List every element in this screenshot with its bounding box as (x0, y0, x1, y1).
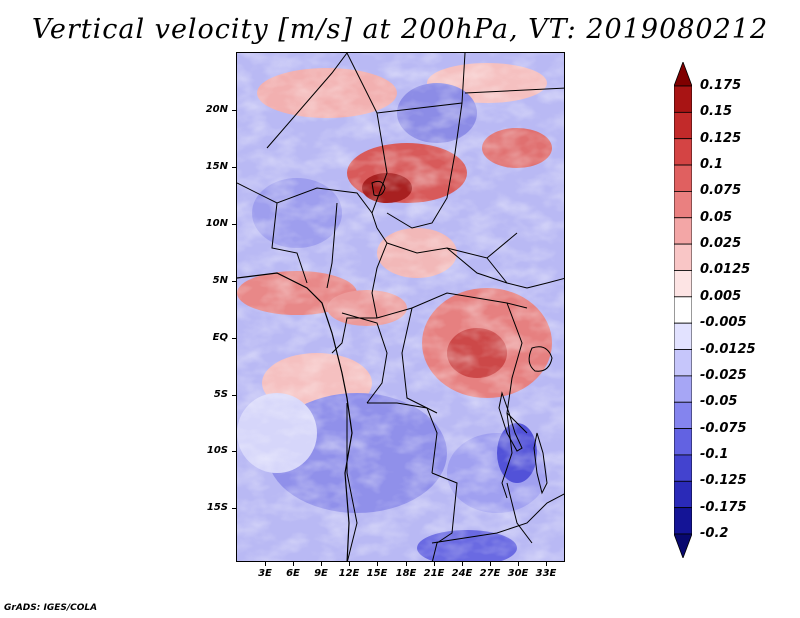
grads-credit: GrADS: IGES/COLA (4, 603, 98, 613)
colorbar-label: 0.0125 (700, 262, 751, 278)
colorbar-bin (674, 111, 692, 140)
lat-label: 15S (206, 502, 228, 513)
colorbar-bin (674, 138, 692, 166)
colorbar-label: -0.125 (700, 473, 747, 489)
lat-label: 10S (206, 445, 228, 456)
lon-label: 18E (395, 568, 417, 579)
colorbar-label: -0.025 (700, 367, 747, 383)
colorbar-label: 0.175 (700, 78, 742, 93)
colorbar-bin (674, 191, 692, 219)
lake-tanganyika (498, 391, 523, 452)
velocity-map (236, 52, 565, 562)
colorbar-label: 0.1 (700, 157, 724, 173)
lake-chad (371, 180, 386, 197)
colorbar (674, 62, 692, 558)
lat-label: 15N (205, 161, 228, 172)
colorbar-label: 0.025 (700, 236, 742, 252)
colorbar-label: 0.005 (700, 288, 742, 304)
colorbar-bin-top (674, 62, 692, 87)
colorbar-bin (674, 480, 692, 509)
colorbar-label: -0.005 (700, 315, 747, 331)
colorbar-bin (674, 401, 692, 429)
colorbar-label: 0.15 (700, 104, 733, 120)
lon-label: 27E (479, 568, 501, 579)
lake-victoria (528, 346, 553, 372)
colorbar-label: -0.05 (700, 394, 738, 410)
colorbar-bin (674, 296, 692, 324)
lon-label: 3E (258, 568, 272, 579)
colorbar-bin (674, 375, 692, 403)
colorbar-bin (674, 217, 692, 245)
lon-label: 9E (314, 568, 328, 579)
colorbar-label: -0.175 (700, 499, 747, 515)
colorbar-label: 0.125 (700, 130, 742, 146)
colorbar-label: -0.0125 (700, 341, 756, 357)
lat-label: 20N (205, 104, 228, 115)
lat-label: 5N (212, 275, 228, 286)
lon-label: 12E (338, 568, 360, 579)
country-boundaries (237, 53, 564, 561)
colorbar-bin (674, 164, 692, 192)
colorbar-bin (674, 85, 692, 113)
colorbar-bin (674, 454, 692, 482)
lake-malawi (533, 432, 548, 495)
lon-label: 15E (366, 568, 388, 579)
colorbar-bin (674, 270, 692, 298)
colorbar-bin-bottom (674, 533, 692, 558)
colorbar-label: -0.2 (700, 526, 729, 541)
colorbar-bin (674, 243, 692, 271)
lon-label: 6E (286, 568, 300, 579)
colorbar-label: 0.075 (700, 183, 742, 199)
colorbar-label: -0.075 (700, 420, 747, 436)
lon-label: 33E (535, 568, 557, 579)
colorbar-bin (674, 507, 692, 535)
colorbar-bin (674, 428, 692, 456)
colorbar-bin (674, 322, 692, 350)
lat-label: 10N (205, 218, 228, 229)
colorbar-bin (674, 349, 692, 377)
coastline (237, 272, 353, 561)
lon-label: 24E (451, 568, 473, 579)
lon-label: 21E (423, 568, 445, 579)
lon-label: 30E (507, 568, 529, 579)
colorbar-label: 0.05 (700, 209, 733, 225)
colorbar-label: -0.1 (700, 446, 729, 462)
lat-label: EQ (212, 332, 228, 343)
map-title: Vertical velocity [m/s] at 200hPa, VT: 2… (31, 14, 769, 45)
lat-label: 5S (213, 389, 228, 400)
